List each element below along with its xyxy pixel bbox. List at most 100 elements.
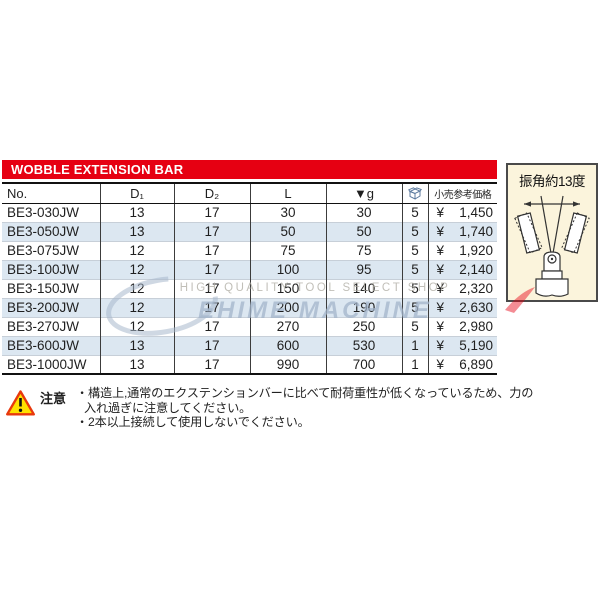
cell-d1: 13	[99, 354, 174, 374]
cell-d1: 12	[99, 316, 174, 336]
cell-price: ¥ 5,190	[427, 335, 497, 355]
table-header-row: No. D₁ D₂ L ▼g	[2, 183, 497, 204]
cell-pack-qty: 5	[401, 316, 428, 336]
cell-price: ¥ 2,980	[427, 316, 497, 336]
cell-pack-qty: 1	[401, 335, 428, 355]
cell-d2: 17	[173, 259, 250, 279]
wobble-joint-illustration	[514, 195, 590, 297]
cell-length: 50	[249, 221, 326, 241]
cell-d1: 12	[99, 259, 174, 279]
swing-angle-diagram: 振角約13度	[506, 163, 598, 302]
table-row: BE3-150JW 12 17 150 140 5 ¥ 2,320	[2, 278, 497, 298]
price-value: 1,740	[459, 224, 493, 239]
section-title-bar: WOBBLE EXTENSION BAR	[2, 160, 497, 179]
cell-length: 600	[249, 335, 326, 355]
cell-d2: 17	[173, 221, 250, 241]
cell-price: ¥ 1,450	[427, 203, 497, 222]
cell-weight: 140	[325, 278, 402, 298]
cell-weight: 30	[325, 203, 402, 222]
table-row: BE3-030JW 13 17 30 30 5 ¥ 1,450	[2, 203, 497, 222]
caution-note: 注意 ・構造上,通常のエクステンションバーに比べて耐荷重性が低くなっているため、…	[5, 386, 565, 430]
cell-price: ¥ 2,320	[427, 278, 497, 298]
cell-pack-qty: 5	[401, 221, 428, 241]
yen-sign: ¥	[436, 243, 445, 258]
cell-pack-qty: 1	[401, 354, 428, 374]
yen-sign: ¥	[436, 281, 445, 296]
cell-weight: 250	[325, 316, 402, 336]
cell-weight: 190	[325, 297, 402, 317]
caution-line-2: 入れ過ぎに注意してください。	[84, 400, 252, 415]
carton-icon	[403, 186, 428, 200]
yen-sign: ¥	[436, 224, 445, 239]
cell-price: ¥ 2,140	[427, 259, 497, 279]
price-value: 2,980	[459, 319, 493, 334]
cell-d2: 17	[173, 240, 250, 260]
caution-text: ・構造上,通常のエクステンションバーに比べて耐荷重性が低くなっているため、力の …	[76, 386, 533, 430]
table-row: BE3-050JW 13 17 50 50 5 ¥ 1,740	[2, 221, 497, 241]
cell-model-no: BE3-150JW	[2, 278, 100, 298]
cell-d1: 12	[99, 297, 174, 317]
cell-d2: 17	[173, 335, 250, 355]
cell-model-no: BE3-200JW	[2, 297, 100, 317]
table-row: BE3-270JW 12 17 270 250 5 ¥ 2,980	[2, 316, 497, 336]
col-header-weight: ▼g	[325, 183, 402, 204]
cell-weight: 50	[325, 221, 402, 241]
table-row: BE3-200JW 12 17 200 190 5 ¥ 2,630	[2, 297, 497, 317]
cell-d2: 17	[173, 278, 250, 298]
table-row: BE3-100JW 12 17 100 95 5 ¥ 2,140	[2, 259, 497, 279]
cell-pack-qty: 5	[401, 203, 428, 222]
col-header-no: No.	[2, 183, 100, 204]
price-value: 1,920	[459, 243, 493, 258]
cell-model-no: BE3-050JW	[2, 221, 100, 241]
price-value: 2,140	[459, 262, 493, 277]
col-header-pack	[401, 183, 428, 204]
caution-line-3: ・2本以上接続して使用しないでください。	[76, 415, 310, 430]
cell-model-no: BE3-075JW	[2, 240, 100, 260]
cell-d1: 13	[99, 335, 174, 355]
caution-line-1: ・構造上,通常のエクステンションバーに比べて耐荷重性が低くなっているため、力の	[76, 386, 534, 400]
cell-pack-qty: 5	[401, 240, 428, 260]
cell-length: 75	[249, 240, 326, 260]
yen-sign: ¥	[436, 300, 445, 315]
price-value: 5,190	[459, 338, 493, 353]
cell-weight: 700	[325, 354, 402, 374]
cell-model-no: BE3-600JW	[2, 335, 100, 355]
spec-table: No. D₁ D₂ L ▼g	[2, 182, 497, 375]
cell-length: 100	[249, 259, 326, 279]
cell-pack-qty: 5	[401, 259, 428, 279]
cell-d1: 13	[99, 221, 174, 241]
cell-length: 990	[249, 354, 326, 374]
cell-weight: 95	[325, 259, 402, 279]
cell-pack-qty: 5	[401, 278, 428, 298]
section-title: WOBBLE EXTENSION BAR	[11, 162, 184, 177]
table-row: BE3-1000JW 13 17 990 700 1 ¥ 6,890	[2, 354, 497, 374]
price-value: 6,890	[459, 356, 493, 372]
cell-d2: 17	[173, 316, 250, 336]
cell-weight: 75	[325, 240, 402, 260]
cell-d1: 13	[99, 203, 174, 222]
cell-price: ¥ 1,920	[427, 240, 497, 260]
cell-length: 150	[249, 278, 326, 298]
col-header-d1: D₁	[99, 183, 174, 204]
cell-model-no: BE3-030JW	[7, 205, 80, 220]
col-header-d2: D₂	[173, 183, 250, 204]
cell-pack-qty: 5	[401, 297, 428, 317]
cell-d2: 17	[173, 354, 250, 374]
cell-length: 30	[249, 203, 326, 222]
col-header-l: L	[249, 183, 326, 204]
cell-length: 270	[249, 316, 326, 336]
warning-triangle-icon	[5, 389, 36, 422]
cell-d1: 12	[99, 278, 174, 298]
cell-d1: 12	[99, 240, 174, 260]
table-body: BE3-030JW 13 17 30 30 5 ¥ 1,450 BE3-050	[2, 203, 497, 374]
yen-sign: ¥	[436, 205, 445, 220]
price-value: 2,630	[459, 300, 493, 315]
price-value: 2,320	[459, 281, 493, 296]
cell-length: 200	[249, 297, 326, 317]
cell-price: ¥ 1,740	[427, 221, 497, 241]
cell-model-no: BE3-100JW	[2, 259, 100, 279]
cell-price: ¥ 6,890	[427, 354, 497, 374]
yen-sign: ¥	[436, 338, 445, 353]
col-header-price: 小売参考価格	[427, 183, 497, 204]
